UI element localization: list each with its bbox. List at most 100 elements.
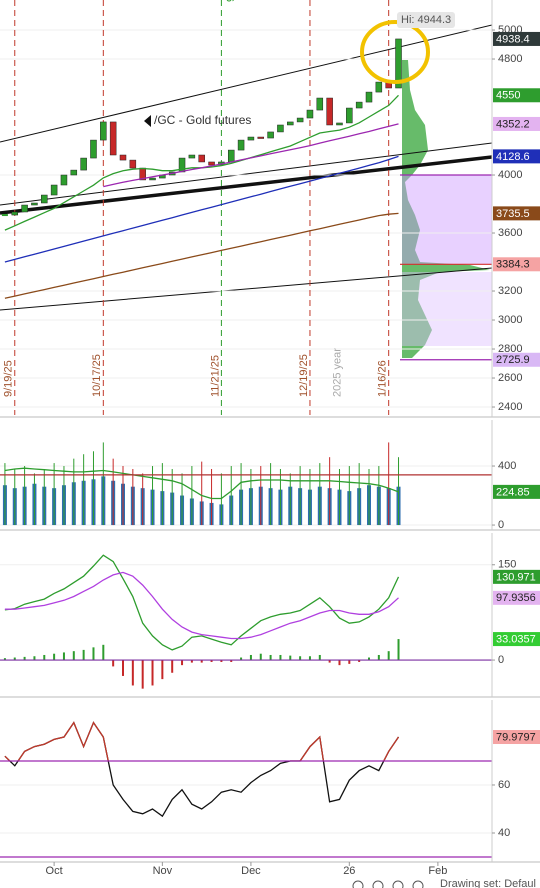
- panel: [0, 721, 492, 858]
- value-label: 4352.2: [496, 118, 530, 130]
- value-label-box: [493, 116, 540, 131]
- value-label: 224.85: [496, 486, 530, 498]
- y-tick-label: 3600: [498, 227, 522, 239]
- candle: [149, 177, 156, 181]
- value-label: 97.9356: [496, 592, 536, 604]
- high-box: [397, 12, 455, 28]
- toolbar: Drawing set: Defaul: [352, 878, 536, 888]
- value-label-box: [493, 632, 540, 647]
- histogram-bar: [72, 651, 75, 661]
- candle: [60, 174, 68, 186]
- note-label: 2025 year: [332, 348, 344, 397]
- value-label: 4128.6: [496, 151, 530, 163]
- candle: [109, 121, 117, 156]
- event-label: 10/17/25: [91, 354, 103, 397]
- candle: [355, 101, 363, 109]
- histogram-bar: [308, 656, 311, 661]
- y-tick-label: 0: [498, 519, 504, 531]
- candle: [129, 159, 137, 169]
- candle: [41, 194, 48, 204]
- histogram-bar: [259, 653, 262, 661]
- histogram-bar: [131, 660, 134, 686]
- y-tick-label: 60: [498, 779, 510, 791]
- value-label: 33.0357: [496, 633, 536, 645]
- histogram-bar: [181, 660, 184, 666]
- candle: [375, 81, 383, 93]
- value-label: 130.971: [496, 571, 536, 583]
- candle: [11, 211, 19, 216]
- histogram-bar: [368, 657, 370, 661]
- candle: [70, 169, 78, 176]
- histogram-bar: [151, 660, 154, 686]
- candle: [100, 121, 107, 141]
- y-tick-label: 2800: [498, 343, 522, 355]
- x-tick-label: Oct: [46, 865, 63, 877]
- x-tick-label: Dec: [241, 865, 261, 877]
- x-tick-label: Feb: [428, 865, 447, 877]
- candle: [188, 154, 196, 159]
- histogram-bar: [240, 657, 243, 661]
- candle: [31, 202, 38, 206]
- histogram-bar: [269, 654, 272, 661]
- y-tick-label: 150: [498, 559, 516, 571]
- candle: [227, 149, 235, 163]
- histogram-bar: [82, 649, 85, 661]
- event-label: 9/19/25: [3, 360, 15, 397]
- toolbar-icon[interactable]: [352, 880, 364, 888]
- candle: [267, 131, 274, 139]
- chart-title: /GC - Gold futures: [154, 113, 251, 127]
- y-tick-label: 2400: [498, 401, 522, 413]
- histogram-bar: [220, 660, 223, 662]
- histogram-bar: [377, 654, 380, 661]
- value-label: 3384.3: [496, 259, 530, 271]
- panel: [0, 442, 492, 526]
- panel: [0, 0, 492, 415]
- candle: [80, 157, 87, 171]
- value-label-box: [493, 730, 540, 745]
- y-tick-label: 400: [498, 460, 516, 472]
- series-line: [4, 155, 399, 263]
- candle: [277, 124, 284, 133]
- value-label-box: [493, 257, 540, 272]
- candle: [50, 184, 58, 196]
- histogram-bar: [200, 660, 203, 663]
- value-label-box: [493, 88, 540, 103]
- histogram-bar: [122, 660, 124, 676]
- candle: [247, 136, 255, 141]
- series-line: [4, 571, 399, 640]
- candle: [119, 154, 127, 161]
- candle: [336, 122, 343, 126]
- drawing-set[interactable]: Drawing set: Defaul: [440, 878, 536, 888]
- candle: [395, 38, 402, 89]
- y-tick-label: 3200: [498, 285, 522, 297]
- note-label: GC26: [223, 0, 235, 2]
- y-tick-label: 0: [498, 654, 504, 666]
- value-label: 4550: [496, 90, 520, 102]
- value-label-box: [493, 569, 540, 584]
- high-label: Hi: 4944.3: [401, 14, 451, 26]
- toolbar-icon[interactable]: [372, 880, 384, 888]
- panel: [0, 554, 492, 689]
- x-tick-label: Nov: [153, 865, 173, 877]
- histogram-bar: [62, 652, 65, 661]
- histogram-bar: [318, 654, 321, 661]
- histogram-bar: [112, 660, 115, 667]
- value-label-box: [493, 206, 540, 221]
- y-tick-label: 40: [498, 827, 510, 839]
- candle: [21, 204, 28, 213]
- candle: [306, 109, 314, 119]
- histogram-bar: [210, 660, 213, 662]
- y-tick-label: 4800: [498, 53, 522, 65]
- toolbar-icon[interactable]: [412, 880, 424, 888]
- toolbar-icon[interactable]: [392, 880, 404, 888]
- histogram-bar: [348, 660, 351, 664]
- candle: [257, 136, 265, 139]
- value-label: 4938.4: [496, 33, 530, 45]
- histogram-bar: [358, 660, 361, 662]
- candle: [316, 97, 324, 111]
- y-tick-label: 2600: [498, 372, 522, 384]
- histogram-bar: [92, 647, 95, 661]
- histogram-bar: [141, 660, 144, 689]
- series-line: [4, 212, 399, 299]
